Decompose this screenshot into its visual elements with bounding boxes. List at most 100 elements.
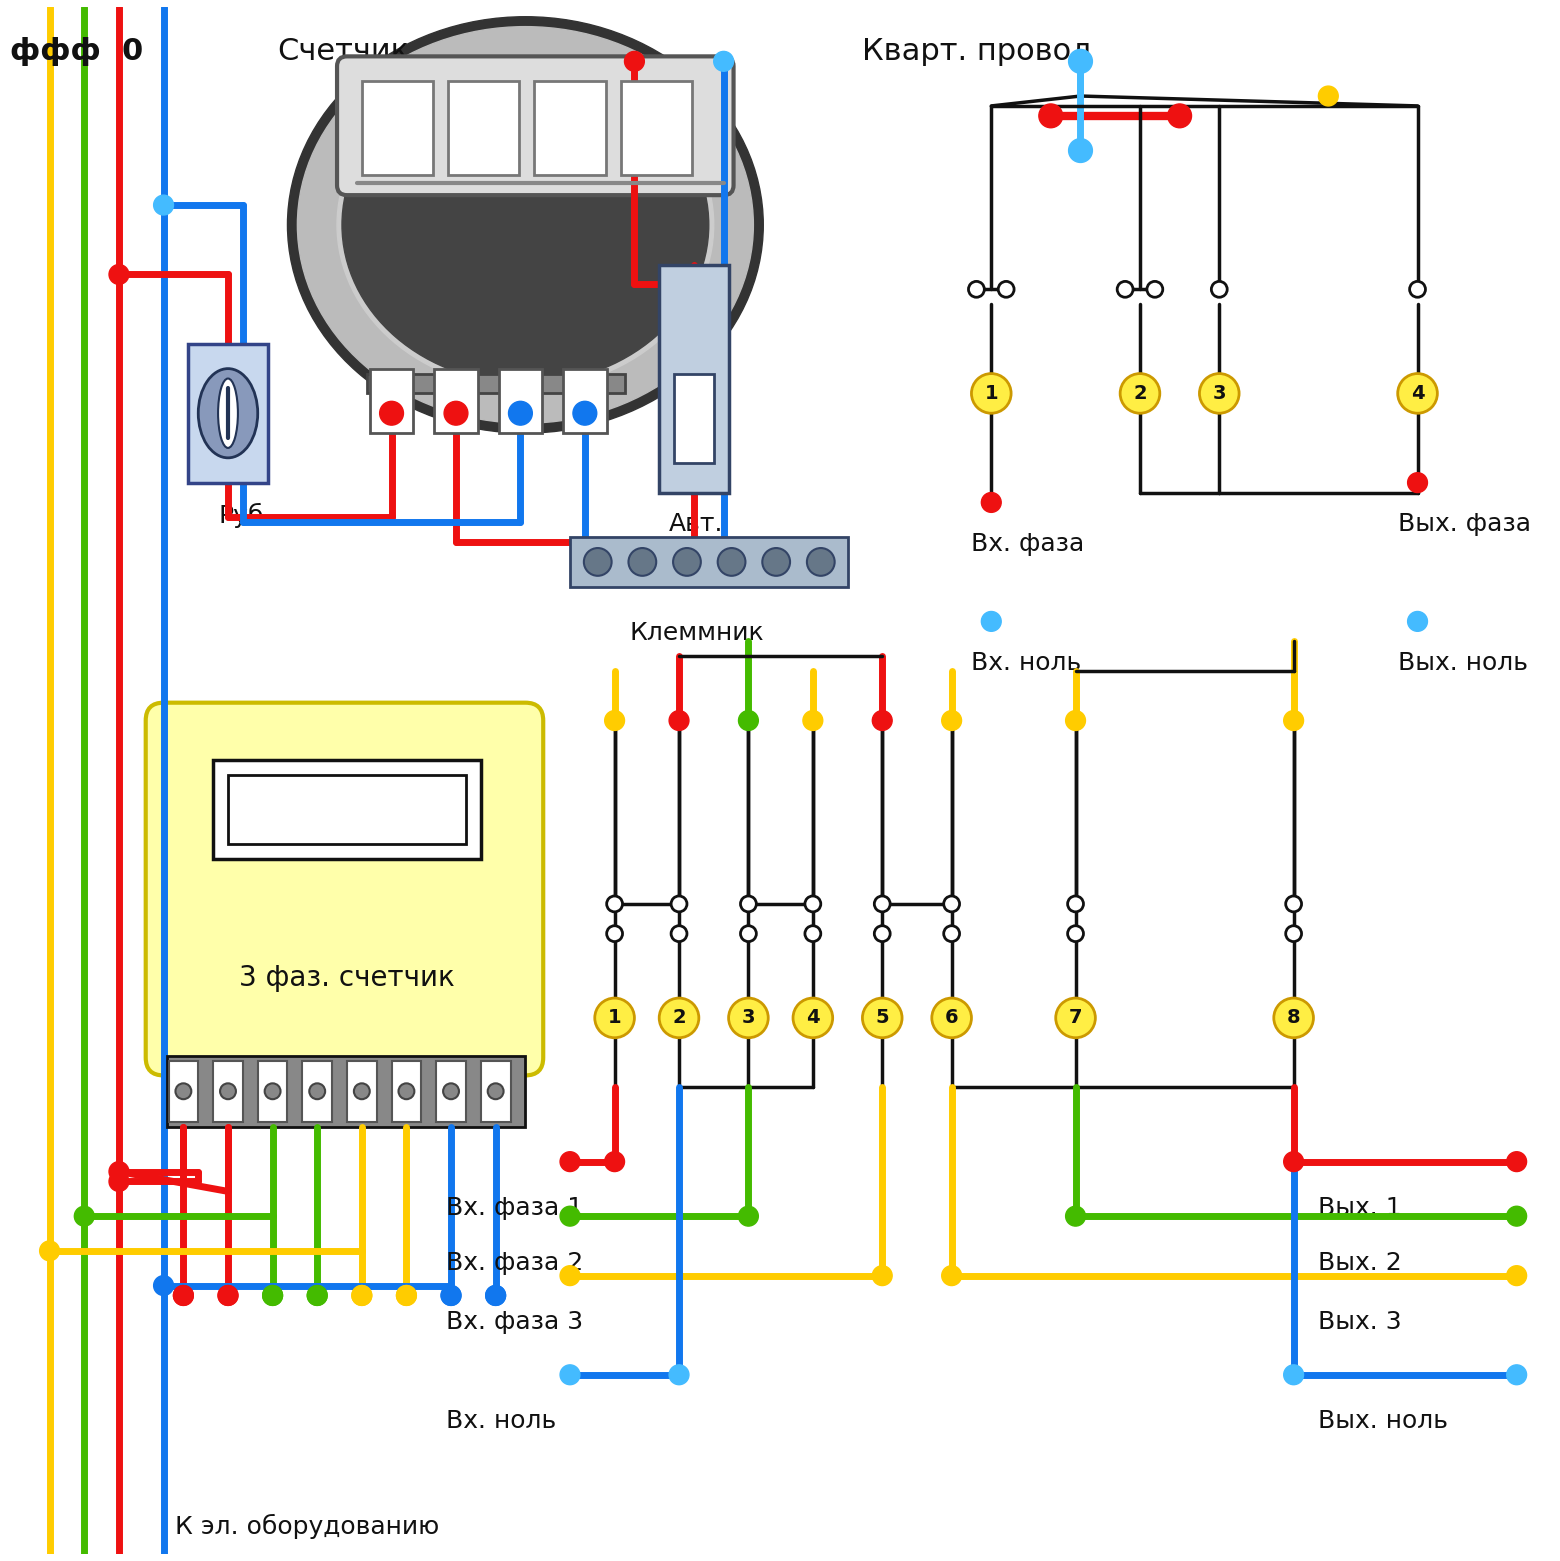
- Bar: [167, 1055, 526, 1127]
- Bar: [621, 81, 693, 175]
- Circle shape: [738, 1207, 758, 1225]
- Circle shape: [605, 1152, 624, 1172]
- Ellipse shape: [198, 368, 257, 457]
- Bar: [367, 373, 624, 393]
- Circle shape: [445, 401, 468, 425]
- Circle shape: [874, 926, 891, 941]
- Text: Авт.: Авт.: [669, 512, 724, 537]
- Text: Кварт. провод: Кварт. провод: [863, 36, 1092, 66]
- Circle shape: [803, 710, 822, 731]
- Circle shape: [605, 710, 624, 731]
- Bar: [499, 368, 543, 432]
- Circle shape: [173, 1286, 193, 1305]
- Circle shape: [1407, 612, 1427, 631]
- Text: Вых. 3: Вых. 3: [1318, 1310, 1402, 1335]
- Text: Вх. фаза: Вх. фаза: [972, 532, 1084, 556]
- Circle shape: [972, 373, 1011, 414]
- Circle shape: [1284, 1152, 1304, 1172]
- Circle shape: [792, 997, 833, 1038]
- Text: 1: 1: [984, 384, 998, 403]
- Circle shape: [969, 281, 984, 297]
- Circle shape: [1069, 139, 1092, 162]
- Circle shape: [863, 997, 902, 1038]
- Circle shape: [1285, 896, 1301, 912]
- Circle shape: [441, 1286, 460, 1305]
- Text: Вых. 1: Вых. 1: [1318, 1196, 1402, 1221]
- Circle shape: [583, 548, 612, 576]
- Bar: [569, 537, 847, 587]
- Circle shape: [1056, 997, 1095, 1038]
- Text: Клеммник: Клеммник: [630, 621, 764, 645]
- Circle shape: [981, 612, 1002, 631]
- Circle shape: [807, 548, 835, 576]
- Text: Вх. фаза 3: Вх. фаза 3: [446, 1310, 583, 1335]
- Circle shape: [396, 1286, 417, 1305]
- Circle shape: [509, 401, 532, 425]
- Circle shape: [309, 1083, 324, 1099]
- Circle shape: [485, 1286, 505, 1305]
- Ellipse shape: [287, 17, 763, 432]
- Circle shape: [738, 710, 758, 731]
- Circle shape: [560, 1266, 580, 1286]
- Text: 2: 2: [672, 1008, 686, 1027]
- Circle shape: [265, 1083, 281, 1099]
- Bar: [303, 1060, 332, 1122]
- Circle shape: [1284, 1364, 1304, 1385]
- Circle shape: [1120, 373, 1159, 414]
- Circle shape: [1507, 1152, 1527, 1172]
- Circle shape: [1275, 997, 1314, 1038]
- Text: Вых. ноль: Вых. ноль: [1318, 1410, 1448, 1433]
- Circle shape: [629, 548, 657, 576]
- Circle shape: [75, 1207, 94, 1225]
- Bar: [535, 81, 605, 175]
- Text: К эл. оборудованию: К эл. оборудованию: [175, 1514, 440, 1539]
- Circle shape: [872, 1266, 892, 1286]
- Bar: [480, 1060, 510, 1122]
- Circle shape: [218, 1286, 239, 1305]
- Circle shape: [560, 1207, 580, 1225]
- Text: Счетчик: Счетчик: [278, 36, 410, 66]
- Circle shape: [398, 1083, 415, 1099]
- Circle shape: [1117, 281, 1133, 297]
- Text: 3: 3: [1212, 384, 1226, 403]
- Circle shape: [942, 1266, 961, 1286]
- Circle shape: [671, 896, 686, 912]
- Text: Вх. фаза 2: Вх. фаза 2: [446, 1250, 583, 1275]
- Circle shape: [109, 1172, 129, 1191]
- Ellipse shape: [298, 27, 753, 423]
- Bar: [228, 776, 466, 845]
- Circle shape: [671, 926, 686, 941]
- Circle shape: [353, 1286, 371, 1305]
- Text: Вых. 2: Вых. 2: [1318, 1250, 1402, 1275]
- Bar: [168, 1060, 198, 1122]
- Circle shape: [307, 1286, 328, 1305]
- Text: 2: 2: [1133, 384, 1147, 403]
- Circle shape: [874, 896, 891, 912]
- Circle shape: [1407, 473, 1427, 493]
- Ellipse shape: [342, 66, 708, 384]
- Circle shape: [1507, 1364, 1527, 1385]
- Bar: [189, 343, 268, 482]
- Circle shape: [931, 997, 972, 1038]
- Circle shape: [396, 1286, 417, 1305]
- Text: 6: 6: [945, 1008, 958, 1027]
- Circle shape: [741, 896, 757, 912]
- Circle shape: [379, 401, 404, 425]
- Circle shape: [1410, 281, 1426, 297]
- Circle shape: [153, 195, 173, 215]
- Ellipse shape: [218, 378, 239, 448]
- Circle shape: [218, 1286, 239, 1305]
- Circle shape: [1168, 105, 1192, 128]
- Circle shape: [669, 710, 690, 731]
- Ellipse shape: [337, 61, 714, 389]
- Circle shape: [944, 926, 959, 941]
- Circle shape: [998, 281, 1014, 297]
- Text: 4: 4: [807, 1008, 819, 1027]
- Circle shape: [109, 264, 129, 284]
- Circle shape: [805, 896, 821, 912]
- Text: Вх. ноль: Вх. ноль: [446, 1410, 557, 1433]
- Text: 3: 3: [741, 1008, 755, 1027]
- Circle shape: [1070, 52, 1090, 72]
- Text: ффф  0: ффф 0: [9, 36, 144, 66]
- Circle shape: [594, 997, 635, 1038]
